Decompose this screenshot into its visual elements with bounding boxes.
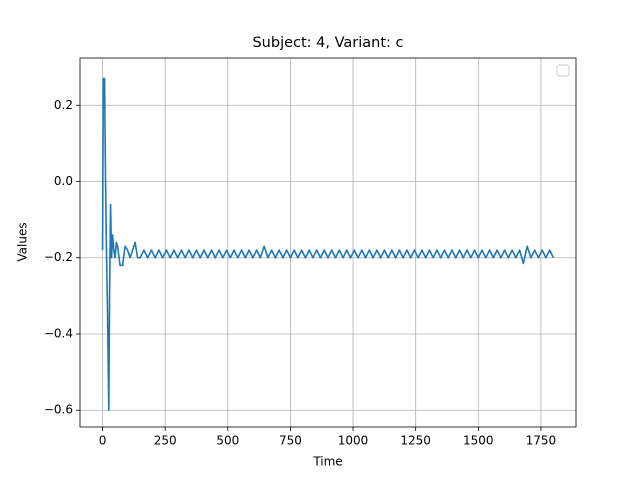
x-tick-label: 500 bbox=[216, 434, 239, 448]
x-tick-label: 1000 bbox=[338, 434, 369, 448]
x-tick-label: 1500 bbox=[463, 434, 494, 448]
y-tick-label: 0.0 bbox=[54, 174, 73, 188]
y-axis-label: Values bbox=[16, 222, 30, 261]
legend bbox=[556, 64, 570, 77]
x-tick-label: 250 bbox=[154, 434, 177, 448]
x-axis-label: Time bbox=[312, 455, 342, 469]
x-tick-label: 750 bbox=[279, 434, 302, 448]
chart-title: Subject: 4, Variant: c bbox=[252, 35, 403, 51]
y-tick-label: −0.6 bbox=[44, 403, 73, 417]
x-tick-label: 1250 bbox=[400, 434, 431, 448]
grid bbox=[80, 58, 576, 427]
y-tick-label: −0.2 bbox=[44, 250, 73, 264]
y-tick-label: −0.4 bbox=[44, 326, 73, 340]
line-series bbox=[101, 77, 555, 412]
x-tick-label: 0 bbox=[99, 434, 107, 448]
axes-frame bbox=[79, 57, 577, 428]
plot-area bbox=[101, 77, 555, 412]
y-tick-label: 0.2 bbox=[54, 98, 73, 112]
x-tick-label: 1750 bbox=[526, 434, 557, 448]
